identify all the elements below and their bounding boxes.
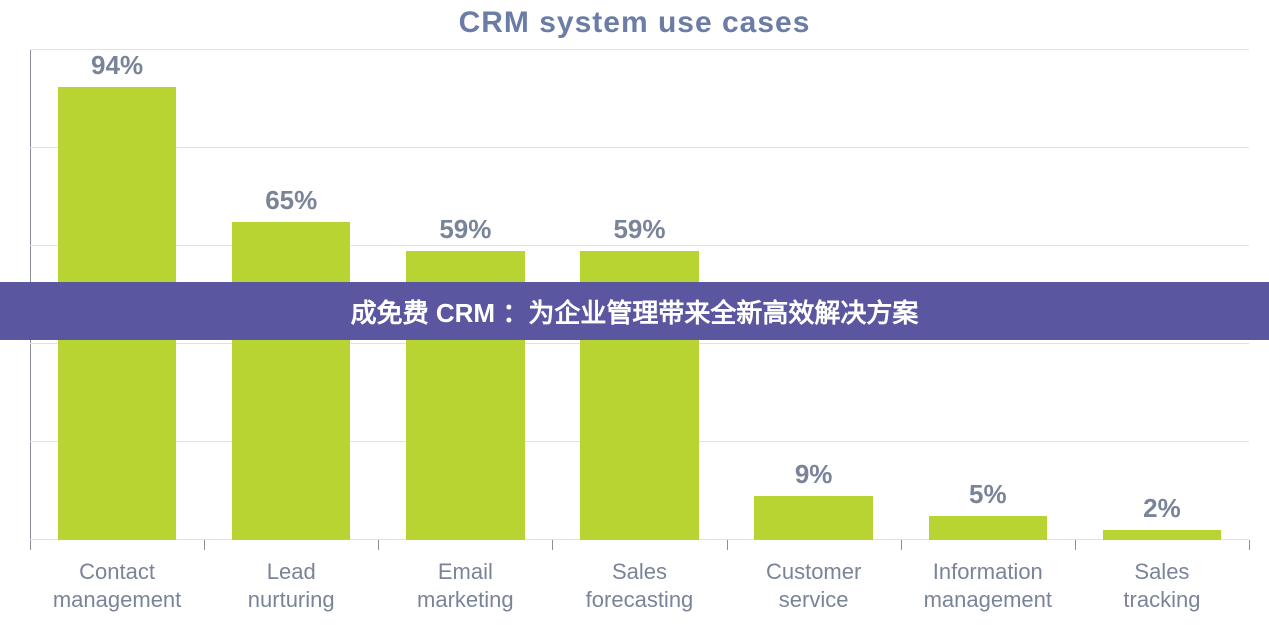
x-axis-label: Customer service — [727, 558, 901, 613]
bar-value-label: 5% — [969, 479, 1007, 510]
bar-value-label: 9% — [795, 459, 833, 490]
x-axis-label: Lead nurturing — [204, 558, 378, 613]
chart-title: CRM system use cases — [0, 6, 1269, 40]
bar-value-label: 2% — [1143, 493, 1181, 524]
x-tick — [204, 540, 205, 550]
bar-value-label: 65% — [265, 185, 317, 216]
x-tick — [378, 540, 379, 550]
bar — [232, 222, 350, 541]
x-tick — [901, 540, 902, 550]
x-axis-label: Sales tracking — [1075, 558, 1249, 613]
bar-value-label: 94% — [91, 50, 143, 81]
x-axis-label: Sales forecasting — [552, 558, 726, 613]
chart-container: CRM system use cases 94%65%59%59%9%5%2% … — [0, 0, 1269, 625]
bar-value-label: 59% — [439, 214, 491, 245]
x-axis-label: Information management — [901, 558, 1075, 613]
x-tick — [1249, 540, 1250, 550]
x-tick — [30, 540, 31, 550]
bar — [754, 496, 872, 540]
bar-value-label: 59% — [613, 214, 665, 245]
overlay-banner-text: 成免费 CRM ：为企业管理带来全新高效解决方案 — [351, 293, 919, 330]
bar — [1103, 530, 1221, 540]
x-axis-label: Email marketing — [378, 558, 552, 613]
bar — [929, 516, 1047, 541]
x-axis-label: Contact management — [30, 558, 204, 613]
overlay-banner: 成免费 CRM ：为企业管理带来全新高效解决方案 — [0, 282, 1269, 340]
x-tick — [552, 540, 553, 550]
x-axis-labels: Contact managementLead nurturingEmail ma… — [30, 558, 1249, 613]
x-tick — [1075, 540, 1076, 550]
x-tick — [727, 540, 728, 550]
